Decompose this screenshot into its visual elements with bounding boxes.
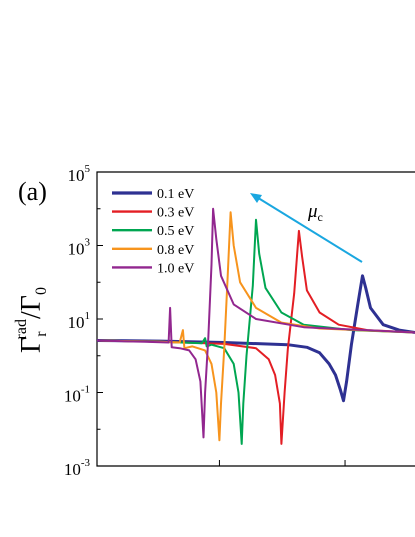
data-series (96, 207, 415, 445)
mu-c-arrow-head (250, 193, 262, 203)
y-tick-label: 10-1 (64, 384, 90, 406)
mu-c-arrow (254, 195, 363, 263)
legend-label: 0.1 eV (157, 187, 194, 202)
y-axis-label: Γrrad/Γ0 (13, 287, 50, 353)
y-tick-label: 105 (68, 163, 91, 185)
series-line (96, 229, 415, 445)
y-tick-label: 103 (68, 237, 91, 259)
y-tick-label: 101 (68, 310, 91, 332)
legend: 0.1 eV 0.3 eV 0.5 eV 0.8 eV 1.0 eV (112, 187, 194, 276)
series-line (96, 211, 415, 442)
mu-c-annotation: μc (250, 193, 363, 263)
legend-label: 0.5 eV (157, 224, 194, 239)
y-tick-labels: 105 103 101 10-1 10-3 (64, 163, 91, 479)
panel-label: (a) (18, 177, 47, 206)
series-line (96, 274, 415, 403)
legend-label: 0.8 eV (157, 243, 194, 258)
series-line (96, 218, 415, 445)
series-line (96, 207, 415, 439)
legend-label: 0.3 eV (157, 206, 194, 221)
plot-axes (96, 171, 415, 467)
legend-label: 1.0 eV (157, 261, 194, 276)
mu-c-label: μc (307, 201, 323, 224)
y-tick-label: 10-3 (64, 457, 91, 479)
